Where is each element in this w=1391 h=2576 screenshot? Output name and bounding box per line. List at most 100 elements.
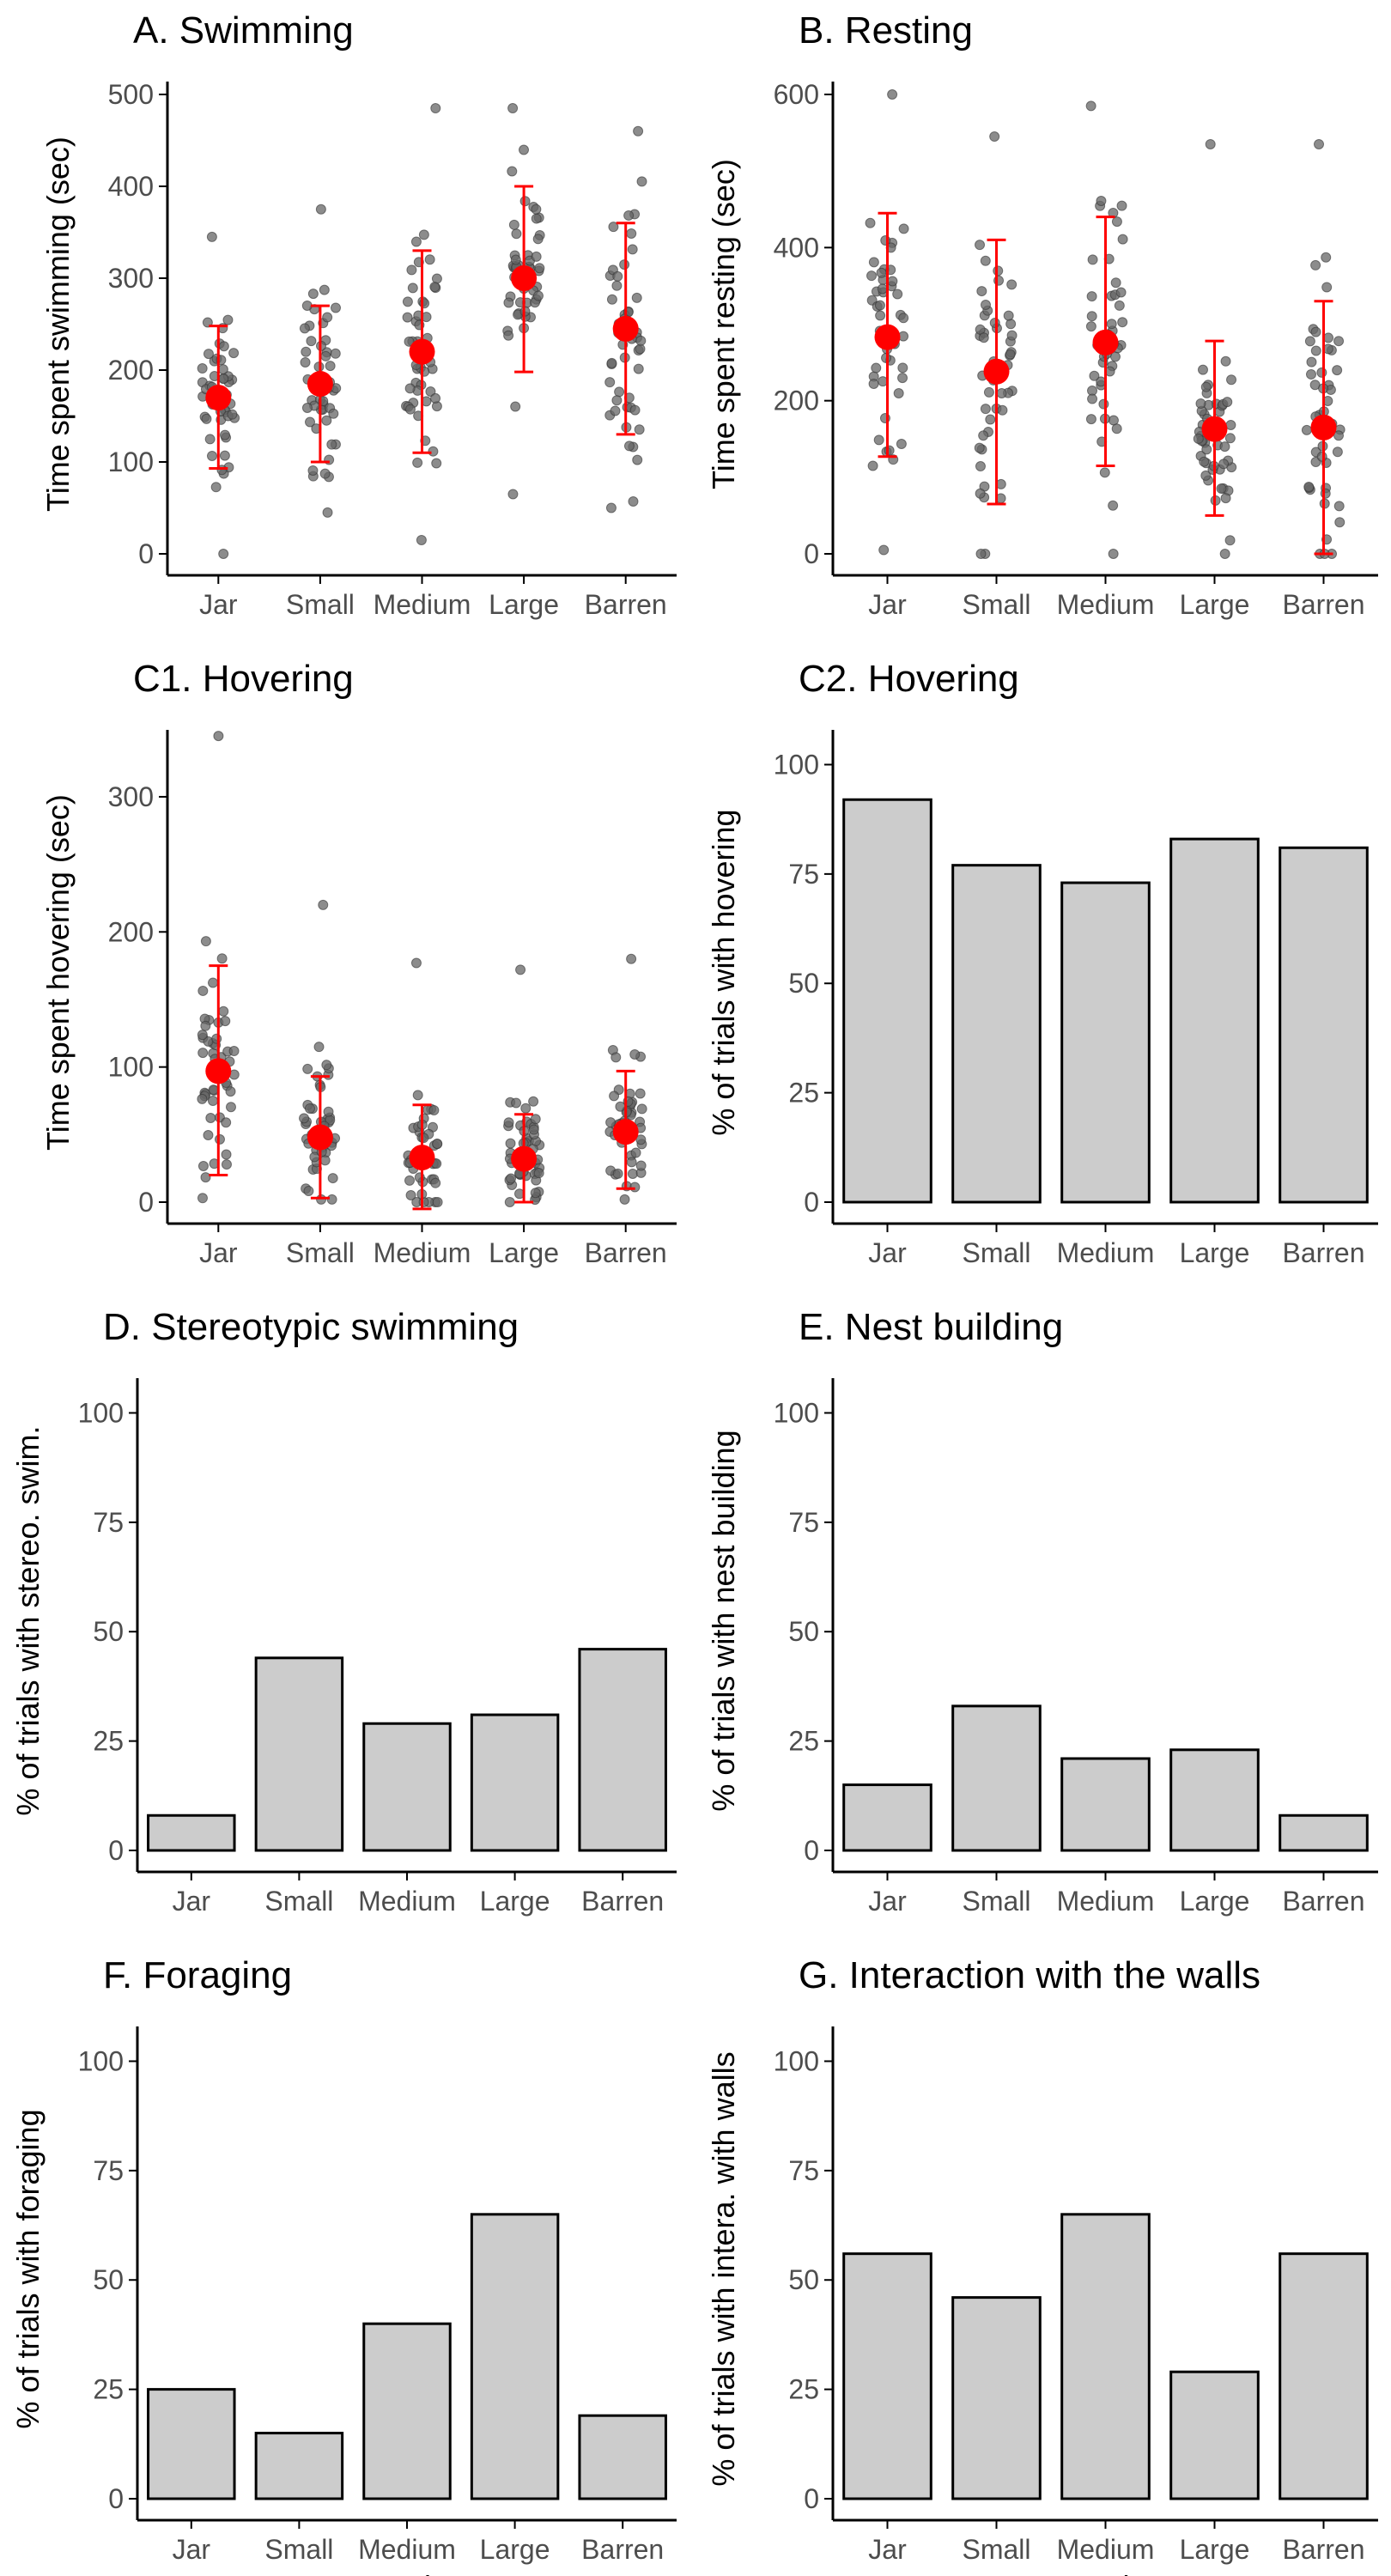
raw-point xyxy=(1323,332,1334,343)
raw-point xyxy=(197,985,209,996)
raw-point xyxy=(503,297,514,308)
raw-point xyxy=(868,378,879,389)
raw-point xyxy=(511,228,522,240)
raw-point xyxy=(227,409,238,420)
raw-point xyxy=(623,210,635,221)
raw-point xyxy=(606,357,617,368)
raw-point xyxy=(1117,234,1128,245)
mean-point-barren xyxy=(612,1119,639,1145)
raw-point xyxy=(322,312,333,323)
y-tick-label: 25 xyxy=(93,1726,124,1757)
x-tick-label: Large xyxy=(480,1886,550,1917)
x-tick-label: Jar xyxy=(868,2534,907,2565)
raw-point xyxy=(983,386,994,398)
raw-point xyxy=(197,1048,209,1059)
raw-point xyxy=(320,350,331,361)
raw-point xyxy=(402,312,413,323)
raw-point xyxy=(218,1005,229,1017)
raw-point xyxy=(1006,330,1017,341)
raw-point xyxy=(619,1194,630,1205)
raw-point xyxy=(610,1052,622,1063)
bar-large xyxy=(1169,2370,1260,2500)
bar-jar xyxy=(147,1814,236,1852)
raw-point xyxy=(221,1149,232,1160)
panel-title: C1. Hovering xyxy=(133,658,354,700)
raw-point xyxy=(531,251,542,262)
raw-point xyxy=(1304,336,1315,347)
raw-point xyxy=(305,416,316,428)
raw-point xyxy=(404,383,416,394)
raw-point xyxy=(619,259,630,270)
y-tick-label: 100 xyxy=(774,1397,819,1428)
raw-point xyxy=(301,346,312,357)
raw-point xyxy=(302,1063,313,1074)
y-tick-label: 50 xyxy=(93,2264,124,2295)
raw-point xyxy=(634,424,645,435)
x-tick-label: Barren xyxy=(585,589,667,620)
bar-jar xyxy=(842,2252,932,2500)
raw-point xyxy=(897,373,908,384)
mean-point-small xyxy=(983,358,1010,385)
raw-point xyxy=(206,231,217,242)
x-tick-label: Barren xyxy=(1282,1237,1364,1268)
y-tick-label: 25 xyxy=(788,1078,819,1109)
raw-point xyxy=(635,1088,646,1099)
raw-point xyxy=(1200,470,1212,481)
bar-jar xyxy=(842,798,932,1204)
raw-point xyxy=(1310,259,1321,270)
raw-point xyxy=(197,1030,208,1041)
raw-point xyxy=(205,1112,216,1123)
raw-point xyxy=(219,429,230,440)
raw-point xyxy=(299,323,310,334)
raw-point xyxy=(974,442,985,453)
x-tick-label: Barren xyxy=(581,1886,664,1917)
raw-point xyxy=(1306,356,1317,368)
raw-point xyxy=(330,348,341,359)
bar-large xyxy=(470,2213,560,2500)
raw-point xyxy=(531,204,542,215)
raw-point xyxy=(604,377,616,388)
y-tick-label: 0 xyxy=(804,1187,819,1218)
raw-point xyxy=(1321,282,1333,293)
raw-point xyxy=(412,1090,423,1101)
raw-point xyxy=(980,404,991,415)
x-tick-label: Large xyxy=(489,589,559,620)
raw-point xyxy=(1110,277,1121,289)
panel-b: B. Resting Time spent resting (sec) 0 200 40… xyxy=(706,9,1378,620)
mean-point-medium xyxy=(409,1145,435,1171)
raw-point xyxy=(1333,336,1345,347)
raw-point xyxy=(228,348,240,359)
raw-point xyxy=(505,1138,516,1149)
raw-point xyxy=(629,1182,641,1193)
x-tick-label: Small xyxy=(286,589,355,620)
y-tick-label: 100 xyxy=(774,749,819,780)
raw-point xyxy=(301,300,313,311)
y-tick-label: 75 xyxy=(788,859,819,890)
raw-point xyxy=(612,270,623,282)
raw-point xyxy=(1310,326,1321,337)
raw-point xyxy=(222,314,234,325)
raw-point xyxy=(873,434,884,446)
raw-point xyxy=(201,413,212,424)
x-tick-label: Barren xyxy=(585,1237,667,1268)
raw-point xyxy=(605,502,617,513)
y-tick-label: 75 xyxy=(93,2155,124,2186)
raw-point xyxy=(315,204,326,215)
raw-point xyxy=(626,1157,637,1168)
mean-point-medium xyxy=(1092,329,1119,355)
raw-point xyxy=(208,1084,219,1096)
raw-point xyxy=(1224,535,1236,546)
raw-point xyxy=(866,270,878,282)
raw-point xyxy=(430,392,441,404)
raw-point xyxy=(1087,254,1098,265)
raw-point xyxy=(1219,549,1230,559)
raw-point xyxy=(1220,493,1231,504)
x-tick-label: Medium xyxy=(1057,589,1155,620)
raw-point xyxy=(1089,370,1100,381)
x-tick-label: Medium xyxy=(1057,1886,1155,1917)
raw-point xyxy=(507,103,519,114)
raw-point xyxy=(636,176,647,187)
raw-point xyxy=(632,454,643,465)
raw-point xyxy=(871,362,882,374)
raw-point xyxy=(532,234,544,245)
